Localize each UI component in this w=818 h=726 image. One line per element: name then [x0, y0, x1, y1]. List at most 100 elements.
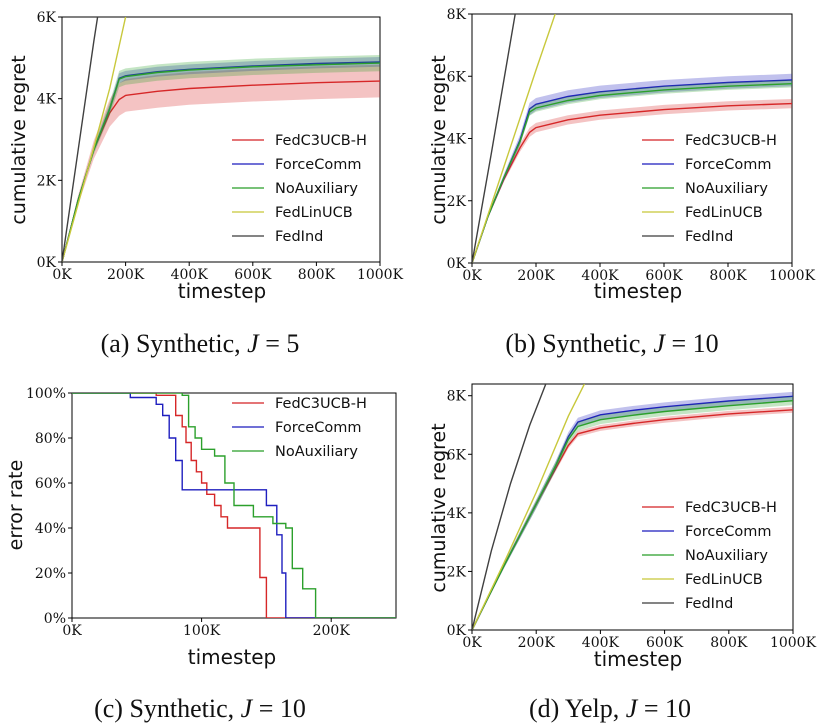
- y-tick-label: 6K: [447, 69, 467, 85]
- subplot-a: 0K 200K 400K 600K 800K 1000K 0K 2K 4K 6K timestep c…: [8, 10, 404, 358]
- legend-label: FedInd: [685, 596, 733, 612]
- legend-label: FedC3UCB-H: [685, 500, 777, 516]
- y-tick-label: 0K: [447, 256, 467, 272]
- x-tick-label: 200K: [517, 268, 555, 284]
- axes-frame: [61, 16, 381, 263]
- y-axis-label: cumulative regret: [8, 55, 30, 224]
- legend-label: ForceComm: [685, 157, 771, 173]
- y-tick-label: 2K: [447, 564, 467, 580]
- series-line-FedLinUCB: [472, 14, 556, 263]
- subplot-caption: (c) Synthetic, J = 10: [94, 694, 306, 723]
- axes-frame: [471, 383, 794, 631]
- y-tick-label: 80%: [35, 431, 66, 447]
- x-tick-label: 800K: [709, 268, 747, 284]
- plot-area: [62, 17, 380, 262]
- series-line-ForceComm: [72, 393, 396, 618]
- y-tick-label: 6K: [447, 447, 467, 463]
- y-tick-label: 8K: [447, 389, 467, 405]
- subplot-b: 0K 200K 400K 600K 800K 1000K 0K 2K 4K 6K 8K timeste…: [428, 7, 816, 358]
- series-line-FedInd: [472, 384, 547, 630]
- legend-label: ForceComm: [275, 420, 361, 436]
- x-tick-label: 800K: [710, 635, 748, 651]
- x-tick-label: 1000K: [769, 268, 816, 284]
- y-tick-label: 20%: [35, 566, 66, 582]
- x-tick-label: 0K: [462, 635, 482, 651]
- subplot-d: 0K 200K 400K 600K 800K 1000K 0K 2K 4K 6K 8K timeste…: [428, 383, 817, 723]
- y-tick-label: 60%: [35, 476, 66, 492]
- series-line-FedC3UCB-H: [72, 393, 396, 618]
- series-line-FedInd: [62, 17, 99, 262]
- x-tick-label: 0K: [52, 267, 72, 283]
- y-tick-label: 2K: [447, 194, 467, 210]
- y-axis-label: error rate: [5, 460, 27, 551]
- y-tick-label: 6K: [37, 10, 57, 26]
- y-tick-label: 4K: [447, 506, 467, 522]
- legend-label: NoAuxiliary: [685, 181, 768, 197]
- y-tick-label: 4K: [37, 92, 57, 108]
- subplot-c: 0K 100K 200K 0% 20% 40% 60% 80% 100% timestep erro…: [5, 386, 397, 723]
- x-tick-label: 0K: [462, 268, 482, 284]
- legend-label: FedC3UCB-H: [275, 396, 367, 412]
- x-tick-label: 600K: [645, 268, 683, 284]
- subplot-caption: (a) Synthetic, J = 5: [101, 329, 300, 358]
- axes-frame: [71, 392, 397, 619]
- x-axis-label: timestep: [178, 279, 266, 303]
- y-tick-label: 40%: [35, 521, 66, 537]
- legend-label: NoAuxiliary: [685, 548, 768, 564]
- x-tick-label: 0K: [62, 623, 82, 639]
- x-tick-label: 200K: [107, 267, 145, 283]
- x-tick-label: 100K: [183, 623, 221, 639]
- legend-label: FedInd: [275, 229, 323, 245]
- band-FedC3UCB-H: [472, 406, 793, 630]
- plot-area: [472, 14, 792, 263]
- x-tick-label: 400K: [582, 635, 620, 651]
- x-tick-label: 1000K: [770, 635, 817, 651]
- series-line-FedLinUCB: [62, 17, 127, 262]
- legend: FedC3UCB-H ForceComm NoAuxiliary FedLinUCB F…: [232, 133, 367, 245]
- series-line-NoAuxiliary: [72, 393, 396, 618]
- legend-label: ForceComm: [685, 524, 771, 540]
- x-tick-label: 200K: [518, 635, 556, 651]
- subplot-caption: (d) Yelp, J = 10: [529, 694, 691, 723]
- legend: FedC3UCB-H ForceComm NoAuxiliary FedLinUCB F…: [642, 133, 777, 245]
- series-line-FedInd: [472, 14, 516, 263]
- y-axis-label: cumulative regret: [428, 55, 450, 224]
- x-tick-label: 1000K: [357, 267, 404, 283]
- x-tick-label: 200K: [313, 623, 351, 639]
- band-FedC3UCB-H: [62, 64, 380, 262]
- y-tick-label: 100%: [26, 386, 66, 402]
- x-tick-label: 600K: [234, 267, 272, 283]
- x-tick-label: 600K: [646, 635, 684, 651]
- legend-label: FedC3UCB-H: [685, 133, 777, 149]
- y-tick-label: 4K: [447, 132, 467, 148]
- series-line-FedC3UCB-H: [472, 409, 793, 630]
- series-line-NoAuxiliary: [472, 400, 793, 630]
- plot-area: [472, 384, 793, 630]
- legend-label: FedInd: [685, 229, 733, 245]
- series-line-FedLinUCB: [472, 384, 586, 630]
- legend: FedC3UCB-H ForceComm NoAuxiliary FedLinUCB F…: [642, 500, 777, 612]
- legend-label: FedLinUCB: [685, 572, 763, 588]
- legend-label: FedLinUCB: [685, 205, 763, 221]
- x-axis-label: timestep: [594, 647, 682, 671]
- legend-label: FedLinUCB: [275, 205, 353, 221]
- x-axis-label: timestep: [188, 645, 276, 669]
- subplot-caption: (b) Synthetic, J = 10: [505, 329, 718, 358]
- series-line-NoAuxiliary: [472, 83, 792, 263]
- y-tick-label: 8K: [447, 7, 467, 23]
- legend-label: FedC3UCB-H: [275, 133, 367, 149]
- x-tick-label: 400K: [171, 267, 209, 283]
- x-axis-label: timestep: [594, 279, 682, 303]
- y-axis-label: cumulative regret: [428, 423, 450, 592]
- legend-label: NoAuxiliary: [275, 444, 358, 460]
- x-tick-label: 400K: [581, 268, 619, 284]
- legend-label: NoAuxiliary: [275, 181, 358, 197]
- legend-label: ForceComm: [275, 157, 361, 173]
- plot-area: [72, 393, 396, 618]
- y-tick-label: 0%: [44, 611, 66, 627]
- y-tick-label: 2K: [37, 173, 57, 189]
- y-tick-label: 0K: [37, 255, 57, 271]
- x-tick-label: 800K: [298, 267, 336, 283]
- y-tick-label: 0K: [447, 623, 467, 639]
